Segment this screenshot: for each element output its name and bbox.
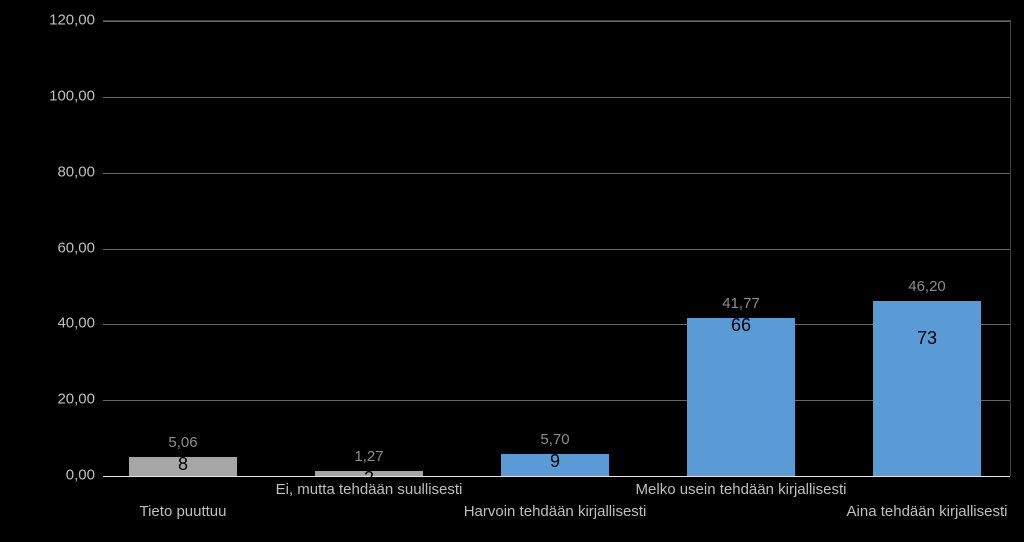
bar-value-label: 41,77 (722, 295, 760, 312)
bar-count-label: 73 (917, 328, 937, 349)
y-tick-label: 100,00 (35, 87, 95, 104)
bar-count-label: 9 (550, 451, 560, 472)
bar (687, 318, 795, 476)
y-tick-label: 60,00 (35, 239, 95, 256)
gridline (103, 249, 1010, 250)
y-tick-label: 120,00 (35, 12, 95, 29)
bar-value-label: 5,06 (168, 434, 197, 451)
gridline (103, 97, 1010, 98)
y-tick-label: 80,00 (35, 163, 95, 180)
gridline (103, 21, 1010, 22)
y-tick-label: 0,00 (35, 467, 95, 484)
x-category-label: Tieto puuttuu (139, 503, 226, 520)
x-category-label: Melko usein tehdään kirjallisesti (636, 481, 847, 498)
plot-area (103, 20, 1011, 476)
x-category-label: Harvoin tehdään kirjallisesti (464, 503, 647, 520)
bar-count-label: 8 (178, 454, 188, 475)
x-category-label: Ei, mutta tehdään suullisesti (276, 481, 463, 498)
y-tick-label: 40,00 (35, 315, 95, 332)
y-tick-label: 20,00 (35, 391, 95, 408)
gridline (103, 476, 1010, 477)
bar-value-label: 5,70 (540, 431, 569, 448)
x-category-label: Aina tehdään kirjallisesti (847, 503, 1008, 520)
bar-value-label: 1,27 (354, 448, 383, 465)
bar-value-label: 46,20 (908, 278, 946, 295)
bar-chart: 0,00 20,00 40,00 60,00 80,00 100,00 120,00 5,06… (0, 0, 1024, 542)
gridline (103, 173, 1010, 174)
bar-count-label: 66 (731, 315, 751, 336)
